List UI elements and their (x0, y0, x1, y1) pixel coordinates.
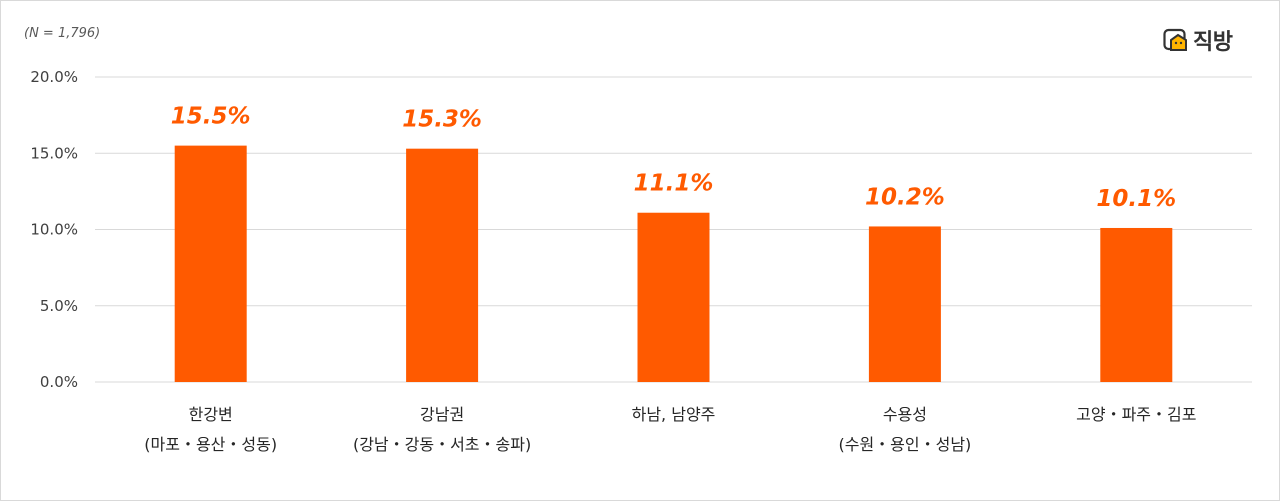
category-label: (강남・강동・서초・송파) (353, 435, 531, 454)
house-face-icon (1163, 28, 1187, 51)
y-tick-label: 0.0% (40, 373, 78, 391)
y-tick-label: 15.0% (30, 144, 78, 162)
category-label: (마포・용산・성동) (144, 435, 277, 454)
bars (174, 145, 1173, 382)
y-tick-label: 5.0% (40, 297, 78, 315)
category-label: 수용성 (883, 405, 927, 424)
data-label: 15.3% (402, 107, 482, 133)
y-axis-ticks: 0.0% 5.0% 10.0% 15.0% 20.0% (30, 68, 78, 391)
data-label: 15.5% (171, 104, 251, 130)
category-label: 하남, 남양주 (632, 405, 716, 424)
bar (868, 226, 941, 382)
sample-size-note: (N = 1,796) (24, 26, 101, 41)
data-label: 11.1% (634, 171, 714, 197)
category-labels: 한강변 (마포・용산・성동) 강남권 (강남・강동・서초・송파) 하남, 남양주 수용성 (… (144, 405, 1196, 454)
data-labels: 15.5% 15.3% 11.1% 10.2% 10.1% (171, 104, 1176, 212)
bar (406, 148, 479, 382)
data-label: 10.1% (1096, 186, 1176, 212)
category-label: 고양・파주・김포 (1076, 405, 1196, 424)
data-label: 10.2% (865, 184, 945, 210)
bar (174, 145, 247, 382)
category-label: (수원・용인・성남) (838, 435, 971, 454)
bar (1100, 227, 1173, 382)
category-label: 강남권 (420, 405, 464, 424)
y-tick-label: 20.0% (30, 68, 78, 86)
bar (637, 212, 710, 382)
y-tick-label: 10.0% (30, 221, 78, 239)
brand-name: 직방 (1193, 30, 1233, 55)
brand-logo: 직방 (1163, 24, 1233, 56)
category-label: 한강변 (189, 405, 233, 424)
